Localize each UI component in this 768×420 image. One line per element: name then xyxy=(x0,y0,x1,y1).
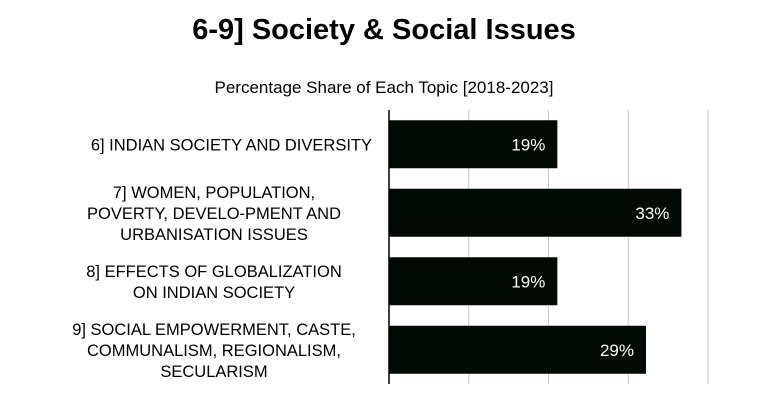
category-label: 6] INDIAN SOCIETY AND DIVERSITY xyxy=(91,136,372,154)
data-label: 29% xyxy=(600,341,634,360)
bar xyxy=(389,188,682,237)
data-label: 19% xyxy=(511,272,545,291)
category-label: 8] EFFECTS OF GLOBALIZATION xyxy=(86,263,341,281)
category-label: POVERTY, DEVELO-PMENT AND xyxy=(87,205,341,223)
bar xyxy=(389,325,646,374)
bar xyxy=(389,120,558,169)
data-label: 19% xyxy=(511,135,545,154)
category-label: 7] WOMEN, POPULATION, xyxy=(113,184,315,202)
bar xyxy=(389,257,558,306)
category-label: ON INDIAN SOCIETY xyxy=(133,284,295,302)
category-label: 9] SOCIAL EMPOWERMENT, CASTE, xyxy=(72,321,356,339)
chart-subtitle: Percentage Share of Each Topic [2018-202… xyxy=(214,78,554,97)
category-label: URBANISATION ISSUES xyxy=(120,226,308,244)
category-label: COMMUNALISM, REGIONALISM, xyxy=(87,342,341,360)
category-label: SECULARISM xyxy=(160,363,267,381)
chart-title: 6-9] Society & Social Issues xyxy=(192,14,576,46)
data-label: 33% xyxy=(635,204,669,223)
